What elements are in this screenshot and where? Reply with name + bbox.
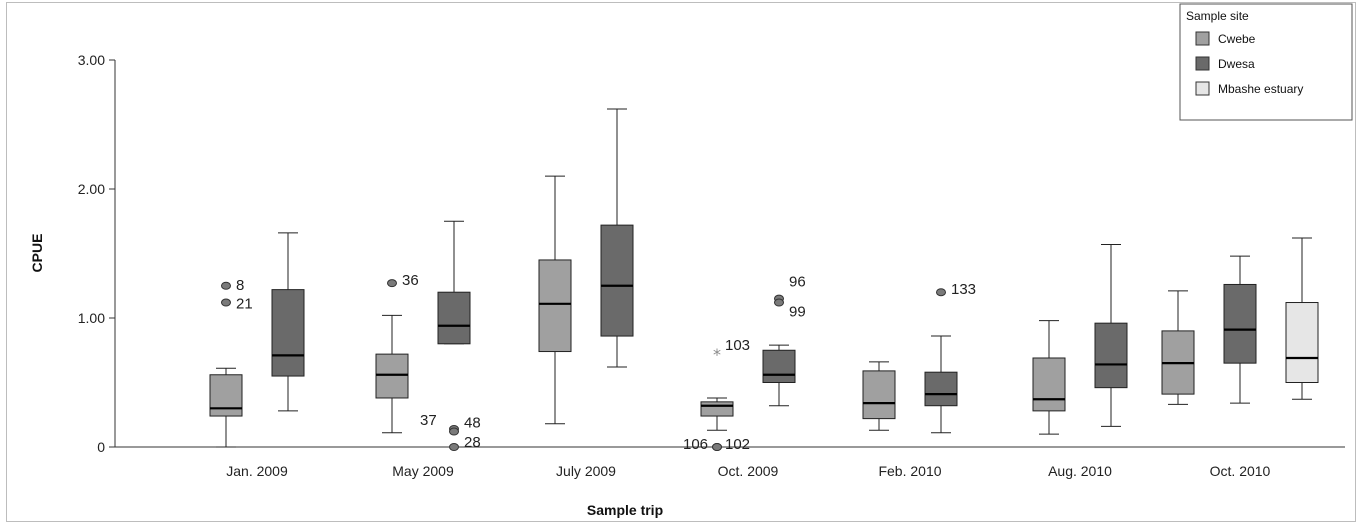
- outlier-label: 96: [789, 274, 806, 291]
- x-tick-label: Oct. 2009: [718, 463, 779, 479]
- chart-frame: [6, 2, 1356, 522]
- outlier-label: 21: [236, 296, 253, 313]
- outlier-point: 48: [449, 415, 481, 436]
- legend-label: Cwebe: [1218, 32, 1256, 46]
- box-dwesa: [1094, 243, 1128, 427]
- circle-marker: [221, 298, 231, 307]
- box-mbashe-estuary: [1285, 237, 1319, 400]
- outlier-label: 36: [402, 272, 419, 289]
- box-iqr: [538, 259, 572, 353]
- x-tick-label: May 2009: [392, 463, 454, 479]
- outlier-label: 8: [236, 277, 244, 294]
- box-dwesa: [271, 232, 305, 412]
- x-tick-label: July 2009: [556, 463, 616, 479]
- x-tick-label: Aug. 2010: [1048, 463, 1112, 479]
- y-tick-label: 0: [97, 439, 105, 455]
- outlier-point: 99: [774, 298, 806, 321]
- box-iqr: [375, 353, 409, 399]
- box-cwebe: [700, 397, 734, 431]
- box-iqr: [209, 374, 243, 417]
- x-tick-label: Jan. 2009: [226, 463, 288, 479]
- outlier-point: 8: [221, 277, 244, 294]
- outlier-point: 102: [712, 436, 750, 453]
- outliers: 8 21 36 37 48 28 * 103 106 102 96 99 133: [221, 272, 976, 453]
- outlier-label: 103: [725, 337, 750, 354]
- circle-marker: [449, 443, 459, 451]
- outlier-label: 37: [420, 412, 437, 429]
- box-dwesa: [600, 108, 634, 368]
- circle-marker: [712, 443, 722, 451]
- outlier-point: 36: [387, 272, 419, 289]
- box-iqr: [437, 291, 471, 345]
- outlier-label: 28: [464, 434, 481, 451]
- outlier-label: 102: [725, 436, 750, 453]
- box-iqr: [1285, 302, 1319, 383]
- outlier-label: 48: [464, 415, 481, 432]
- outlier-point: 96: [774, 274, 806, 303]
- y-tick-label: 2.00: [78, 181, 105, 197]
- y-tick-label: 3.00: [78, 52, 105, 68]
- box-cwebe: [209, 367, 243, 448]
- box-cwebe: [862, 361, 896, 431]
- box-iqr: [862, 370, 896, 420]
- x-tick-label: Feb. 2010: [878, 463, 941, 479]
- boxes: [209, 108, 1319, 448]
- circle-marker: [936, 288, 946, 297]
- legend-entry: Dwesa: [1195, 56, 1255, 71]
- legend-swatch: [1195, 81, 1210, 96]
- legend-entry: Cwebe: [1195, 31, 1256, 46]
- box-iqr: [600, 224, 634, 337]
- legend-swatch: [1195, 56, 1210, 71]
- outlier-label: 106: [683, 436, 708, 453]
- box-cwebe: [1161, 290, 1195, 405]
- circle-marker: [449, 427, 459, 436]
- outlier-label: 133: [951, 281, 976, 298]
- outlier-point: * 103: [713, 337, 750, 364]
- circle-marker: [221, 281, 231, 290]
- box-iqr: [1094, 322, 1128, 389]
- box-iqr: [1223, 283, 1257, 364]
- star-marker: *: [713, 345, 721, 364]
- y-axis-title: CPUE: [29, 234, 45, 273]
- box-dwesa: [1223, 255, 1257, 404]
- circle-marker: [774, 298, 784, 307]
- box-iqr: [1032, 357, 1066, 412]
- x-tick-label: Oct. 2010: [1210, 463, 1271, 479]
- box-iqr: [924, 371, 958, 407]
- outlier-point: 21: [221, 296, 253, 313]
- legend-label: Dwesa: [1218, 57, 1255, 71]
- axes: 0 1.00 2.00 3.00 Jan. 2009 May 2009 July 2009 O…: [78, 52, 1345, 479]
- box-cwebe: [1032, 320, 1066, 435]
- legend-swatch: [1195, 31, 1210, 46]
- legend: Sample site Cwebe Dwesa Mbashe estuary: [1179, 3, 1353, 121]
- box-dwesa: [762, 344, 796, 407]
- box-dwesa: [924, 335, 958, 434]
- legend-entry: Mbashe estuary: [1195, 81, 1303, 96]
- outlier-point: 28: [449, 434, 481, 451]
- circle-marker: [387, 279, 397, 288]
- box-cwebe: [538, 175, 572, 425]
- outlier-label: 99: [789, 304, 806, 321]
- box-iqr: [762, 349, 796, 383]
- legend-title: Sample site: [1186, 9, 1249, 23]
- box-iqr: [271, 289, 305, 377]
- box-iqr: [700, 401, 734, 417]
- box-dwesa: [437, 220, 471, 345]
- legend-label: Mbashe estuary: [1218, 82, 1303, 96]
- x-axis-title: Sample trip: [587, 502, 663, 518]
- y-tick-label: 1.00: [78, 310, 105, 326]
- box-cwebe: [375, 314, 409, 434]
- outlier-point: 133: [936, 281, 976, 298]
